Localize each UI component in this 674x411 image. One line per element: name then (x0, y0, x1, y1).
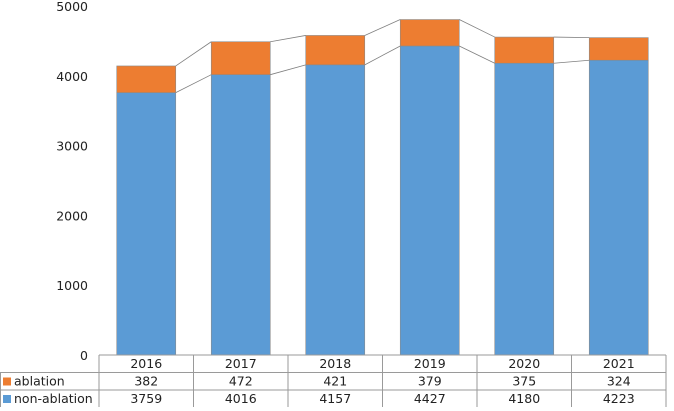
series-line-non-ablation (553, 59, 590, 64)
data-label: 324 (607, 374, 631, 389)
legend-label: ablation (14, 374, 65, 389)
bar-ablation-2019 (399, 19, 460, 47)
data-label: 4427 (414, 391, 446, 406)
bar-non-ablation-2021 (588, 59, 649, 356)
x-tick-label: 2018 (319, 356, 351, 371)
bar-non-ablation-2018 (305, 64, 366, 356)
series-line-ablation (175, 41, 212, 67)
data-label: 3759 (130, 391, 162, 406)
data-label: 472 (229, 374, 253, 389)
series-line-non-ablation (175, 74, 212, 93)
data-label: 4157 (319, 391, 351, 406)
bar-ablation-2016 (116, 65, 177, 93)
series-line-non-ablation (270, 64, 306, 76)
series-line-ablation (364, 19, 401, 36)
x-tick-label: 2019 (414, 356, 446, 371)
x-tick-label: 2020 (508, 356, 540, 371)
bar-non-ablation-2017 (210, 74, 271, 356)
bar-ablation-2018 (305, 35, 366, 66)
y-tick-label: 5000 (56, 0, 88, 14)
data-label: 4016 (225, 391, 257, 406)
series-line-non-ablation (459, 45, 495, 64)
bar-non-ablation-2019 (399, 45, 460, 356)
series-line-ablation (553, 36, 590, 39)
data-label: 382 (134, 374, 158, 389)
bar-ablation-2021 (588, 37, 649, 61)
data-label: 379 (418, 374, 442, 389)
y-tick-label: 2000 (56, 208, 88, 223)
bar-non-ablation-2020 (494, 62, 555, 356)
x-tick-label: 2017 (225, 356, 257, 371)
bar-ablation-2017 (210, 41, 271, 75)
y-tick-label: 1000 (56, 278, 88, 293)
series-line-ablation (270, 35, 306, 43)
y-tick-label: 0 (80, 348, 88, 363)
y-tick-label: 3000 (56, 139, 88, 154)
bar-non-ablation-2016 (116, 92, 177, 356)
data-label: 4180 (508, 391, 540, 406)
legend-swatch (3, 377, 11, 386)
data-label: 375 (512, 374, 536, 389)
bar-ablation-2020 (494, 36, 555, 64)
x-tick-label: 2016 (130, 356, 162, 371)
series-line-ablation (459, 19, 495, 38)
data-label: 4223 (603, 391, 635, 406)
x-tick-label: 2021 (603, 356, 635, 371)
series-line-non-ablation (364, 45, 401, 66)
legend-swatch (3, 395, 11, 403)
legend-label: non-ablation (14, 391, 93, 406)
y-tick-label: 4000 (56, 69, 88, 84)
data-label: 421 (323, 374, 347, 389)
